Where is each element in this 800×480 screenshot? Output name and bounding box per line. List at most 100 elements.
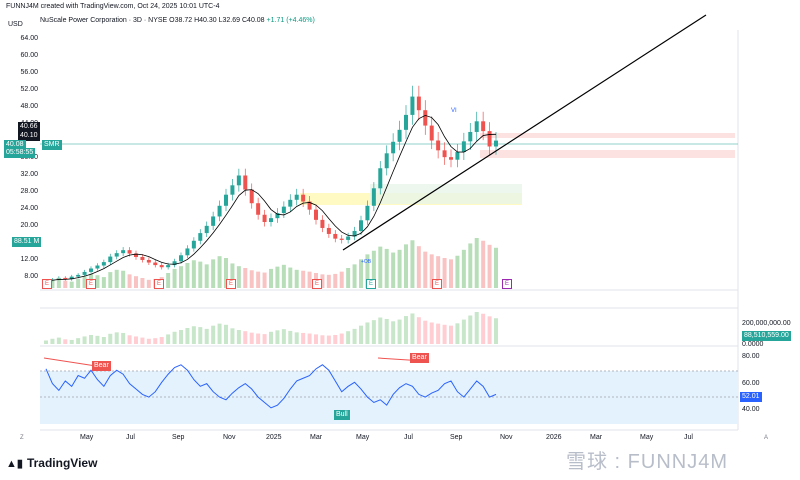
candle-body bbox=[134, 253, 138, 257]
earnings-flag[interactable]: E bbox=[226, 279, 236, 289]
price-tick: 28.00 bbox=[20, 188, 38, 196]
candle-body bbox=[468, 131, 473, 142]
volume-pane-bar bbox=[140, 337, 145, 344]
candle-body bbox=[487, 131, 492, 147]
volume-pane-bar bbox=[217, 323, 222, 344]
currency-label: USD bbox=[8, 21, 23, 28]
candle-body bbox=[249, 189, 254, 204]
candle-body bbox=[307, 201, 312, 210]
volume-bar bbox=[166, 273, 171, 288]
time-tick: 2026 bbox=[546, 434, 562, 441]
volume-bar bbox=[346, 268, 351, 288]
candle-body bbox=[159, 265, 164, 268]
price-tick: 8.00 bbox=[24, 273, 38, 281]
volume-bar bbox=[455, 255, 460, 288]
volume-bar bbox=[211, 259, 216, 288]
volume-bar bbox=[436, 256, 441, 288]
volume-bar bbox=[224, 258, 228, 288]
ohlc-close: C40.08 bbox=[242, 17, 265, 24]
candle-body bbox=[333, 233, 338, 239]
volume-pane-bar bbox=[461, 319, 466, 344]
candle-body bbox=[153, 262, 158, 266]
earnings-flag[interactable]: E bbox=[154, 279, 164, 289]
volume-bar bbox=[371, 250, 376, 288]
candle-body bbox=[474, 121, 479, 132]
volume-bar bbox=[474, 238, 479, 288]
volume-bar bbox=[359, 259, 363, 288]
candle-body bbox=[69, 276, 74, 280]
volume-bar bbox=[256, 271, 261, 288]
volume-pane-bar bbox=[166, 334, 171, 344]
candle-body bbox=[391, 141, 396, 154]
time-tick: May bbox=[356, 434, 370, 441]
earnings-flag[interactable]: E bbox=[432, 279, 442, 289]
candle-body bbox=[416, 96, 421, 111]
volume-pane-bar bbox=[101, 337, 106, 344]
volume-bar bbox=[442, 258, 447, 288]
volume-pane-bar bbox=[339, 333, 344, 344]
candle-body bbox=[314, 209, 318, 220]
supply-zone bbox=[480, 133, 735, 138]
volume-bar bbox=[249, 270, 254, 288]
volume-pane-bar bbox=[44, 340, 48, 344]
candles-group bbox=[44, 85, 498, 284]
candle-body bbox=[179, 255, 183, 262]
volume-bar bbox=[108, 272, 113, 288]
ohlc-high: H40.30 bbox=[194, 17, 217, 24]
bull-label: Bull bbox=[334, 410, 350, 420]
volume-pane-bar bbox=[153, 338, 158, 344]
tradingview-logo[interactable]: ▲▮ TradingView bbox=[6, 456, 97, 470]
volume-pane-bar bbox=[179, 330, 183, 344]
rsi-tick-80: 80.00 bbox=[742, 353, 760, 360]
candle-body bbox=[217, 205, 222, 217]
symbol-legend[interactable]: NuScale Power Corporation · 3D · NYSE O3… bbox=[40, 17, 315, 24]
candle-body bbox=[410, 96, 415, 115]
moving-average-line bbox=[45, 114, 497, 282]
volume-pane-bar bbox=[301, 332, 306, 344]
volume-bar bbox=[487, 244, 492, 288]
candle-body bbox=[371, 188, 376, 206]
volume-bar bbox=[262, 272, 267, 288]
time-tick: Mar bbox=[590, 434, 603, 441]
earnings-flag[interactable]: E bbox=[312, 279, 322, 289]
candle-body bbox=[384, 153, 389, 169]
earnings-flag[interactable]: E bbox=[502, 279, 512, 289]
tag-symbol: SMR bbox=[42, 140, 62, 150]
earnings-flag[interactable]: E bbox=[42, 279, 52, 289]
volume-pane-bar bbox=[121, 332, 126, 344]
candle-body bbox=[224, 194, 228, 206]
candle-body bbox=[429, 125, 434, 141]
trend-line[interactable] bbox=[342, 14, 707, 251]
candle-body bbox=[146, 259, 151, 263]
candle-body bbox=[455, 152, 460, 160]
price-tick: 56.00 bbox=[20, 68, 38, 76]
volume-pane-bar bbox=[82, 336, 87, 344]
volume-pane-bar bbox=[436, 323, 441, 344]
volume-pane-bar bbox=[185, 328, 190, 344]
volume-pane-bar bbox=[423, 320, 428, 344]
volume-bars-group bbox=[44, 238, 498, 288]
price-tick: 60.00 bbox=[20, 51, 38, 59]
volume-pane-bar bbox=[442, 324, 447, 344]
time-tick: Jul bbox=[684, 434, 693, 441]
candle-body bbox=[275, 213, 280, 219]
volume-tick-low: 0.0000 bbox=[742, 341, 764, 348]
time-tick: Sep bbox=[450, 434, 463, 441]
volume-bar bbox=[307, 271, 312, 288]
candle-body bbox=[211, 216, 216, 226]
volume-bar bbox=[204, 264, 209, 288]
volume-pane-bar bbox=[134, 336, 138, 344]
time-tick: May bbox=[80, 434, 94, 441]
volume-pane-bar bbox=[262, 334, 267, 344]
price-change: +1.71 (+4.46%) bbox=[266, 17, 315, 24]
earnings-flag[interactable]: E bbox=[366, 279, 376, 289]
price-tick: 12.00 bbox=[20, 256, 38, 264]
volume-pane-bar bbox=[211, 325, 216, 344]
candle-body bbox=[288, 199, 293, 207]
time-tick: Mar bbox=[310, 434, 323, 441]
time-tick: Sep bbox=[172, 434, 185, 441]
candle-body bbox=[140, 256, 145, 260]
fvg-zone-green bbox=[370, 184, 522, 204]
earnings-flag[interactable]: E bbox=[86, 279, 96, 289]
